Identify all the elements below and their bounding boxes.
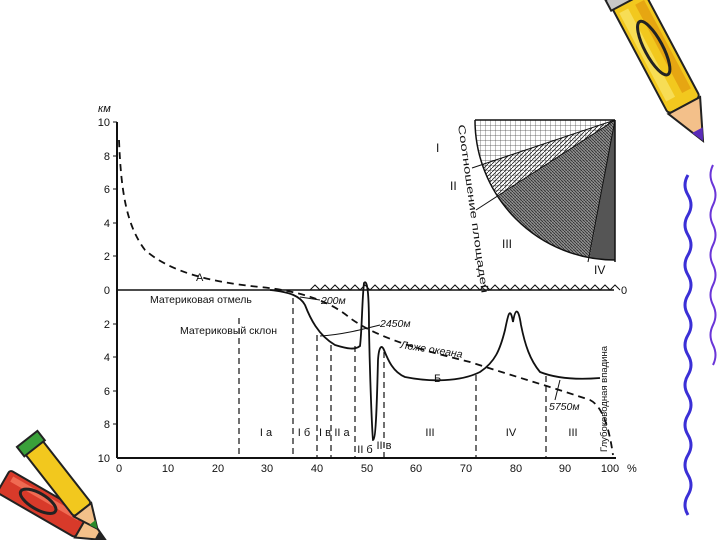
zone-label: II б <box>357 444 372 456</box>
x-unit-label: % <box>627 463 637 475</box>
y-tick: 4 <box>104 218 110 230</box>
trench-label: Глубоководная впадина <box>599 345 610 452</box>
y-tick: 4 <box>104 352 110 364</box>
pencils-icon <box>0 429 108 540</box>
curve-a-label: А <box>196 272 204 284</box>
y-tick-labels: 10 8 6 4 2 0 2 4 6 8 10 <box>98 117 110 465</box>
zone-label: II в <box>376 440 391 452</box>
zone-label: I в <box>319 427 331 439</box>
x-tick: 80 <box>510 463 522 475</box>
depth-2450-label: 2450м <box>379 318 411 330</box>
curve-b-label: Б <box>434 373 441 385</box>
y-tick: 10 <box>98 117 110 129</box>
x-tick: 50 <box>361 463 373 475</box>
x-tick: 20 <box>212 463 224 475</box>
sea-level-zero: 0 <box>621 285 627 297</box>
inset-numeral-2: II <box>450 179 457 193</box>
y-tick: 2 <box>104 251 110 263</box>
inset-numeral-3: III <box>502 237 512 251</box>
hypsographic-diagram: км 10 8 6 4 2 0 2 4 6 8 10 0 10 20 30 <box>98 103 637 475</box>
zone-label: III <box>568 427 577 439</box>
y-unit-label: км <box>98 103 111 115</box>
depth-200-label: 200м <box>320 295 346 307</box>
inset-numeral-1: I <box>436 141 439 155</box>
x-tick: 100 <box>601 463 619 475</box>
zone-label: II а <box>334 427 350 439</box>
x-tick: 10 <box>162 463 174 475</box>
area-ratio-inset: Соотношение площадей I II III IV <box>436 119 616 294</box>
curve-a <box>118 139 614 456</box>
x-tick: 70 <box>460 463 472 475</box>
depth-5750-label: 5750м <box>549 401 580 413</box>
curve-b <box>269 281 601 441</box>
zone-label: III <box>425 427 434 439</box>
y-tick: 10 <box>98 453 110 465</box>
zone-label: I б <box>298 427 310 439</box>
continental-mark-label: Материковая отмель <box>150 294 252 306</box>
x-tick: 60 <box>410 463 422 475</box>
inset-numeral-4: IV <box>594 263 605 277</box>
zone-labels: I а I б I в II а II б II в III IV III <box>260 427 578 456</box>
pencil-icon <box>604 0 705 143</box>
x-tick: 0 <box>116 463 122 475</box>
x-tick: 40 <box>311 463 323 475</box>
y-tick: 2 <box>104 319 110 331</box>
zone-label: I а <box>260 427 273 439</box>
zone-label: IV <box>506 427 517 439</box>
squiggle-border <box>683 164 717 516</box>
wave-marks <box>309 284 621 291</box>
continental-slope-label: Материковый склон <box>180 325 277 337</box>
y-tick: 8 <box>104 151 110 163</box>
y-tick: 0 <box>104 285 110 297</box>
x-tick: 90 <box>559 463 571 475</box>
x-tick-labels: 0 10 20 30 40 50 60 70 80 90 100 <box>116 463 619 475</box>
y-tick: 8 <box>104 419 110 431</box>
y-tick: 6 <box>104 386 110 398</box>
y-tick: 6 <box>104 184 110 196</box>
ocean-floor-label: Ложе океана <box>399 339 464 361</box>
zone-dividers <box>238 298 547 458</box>
x-tick: 30 <box>261 463 273 475</box>
